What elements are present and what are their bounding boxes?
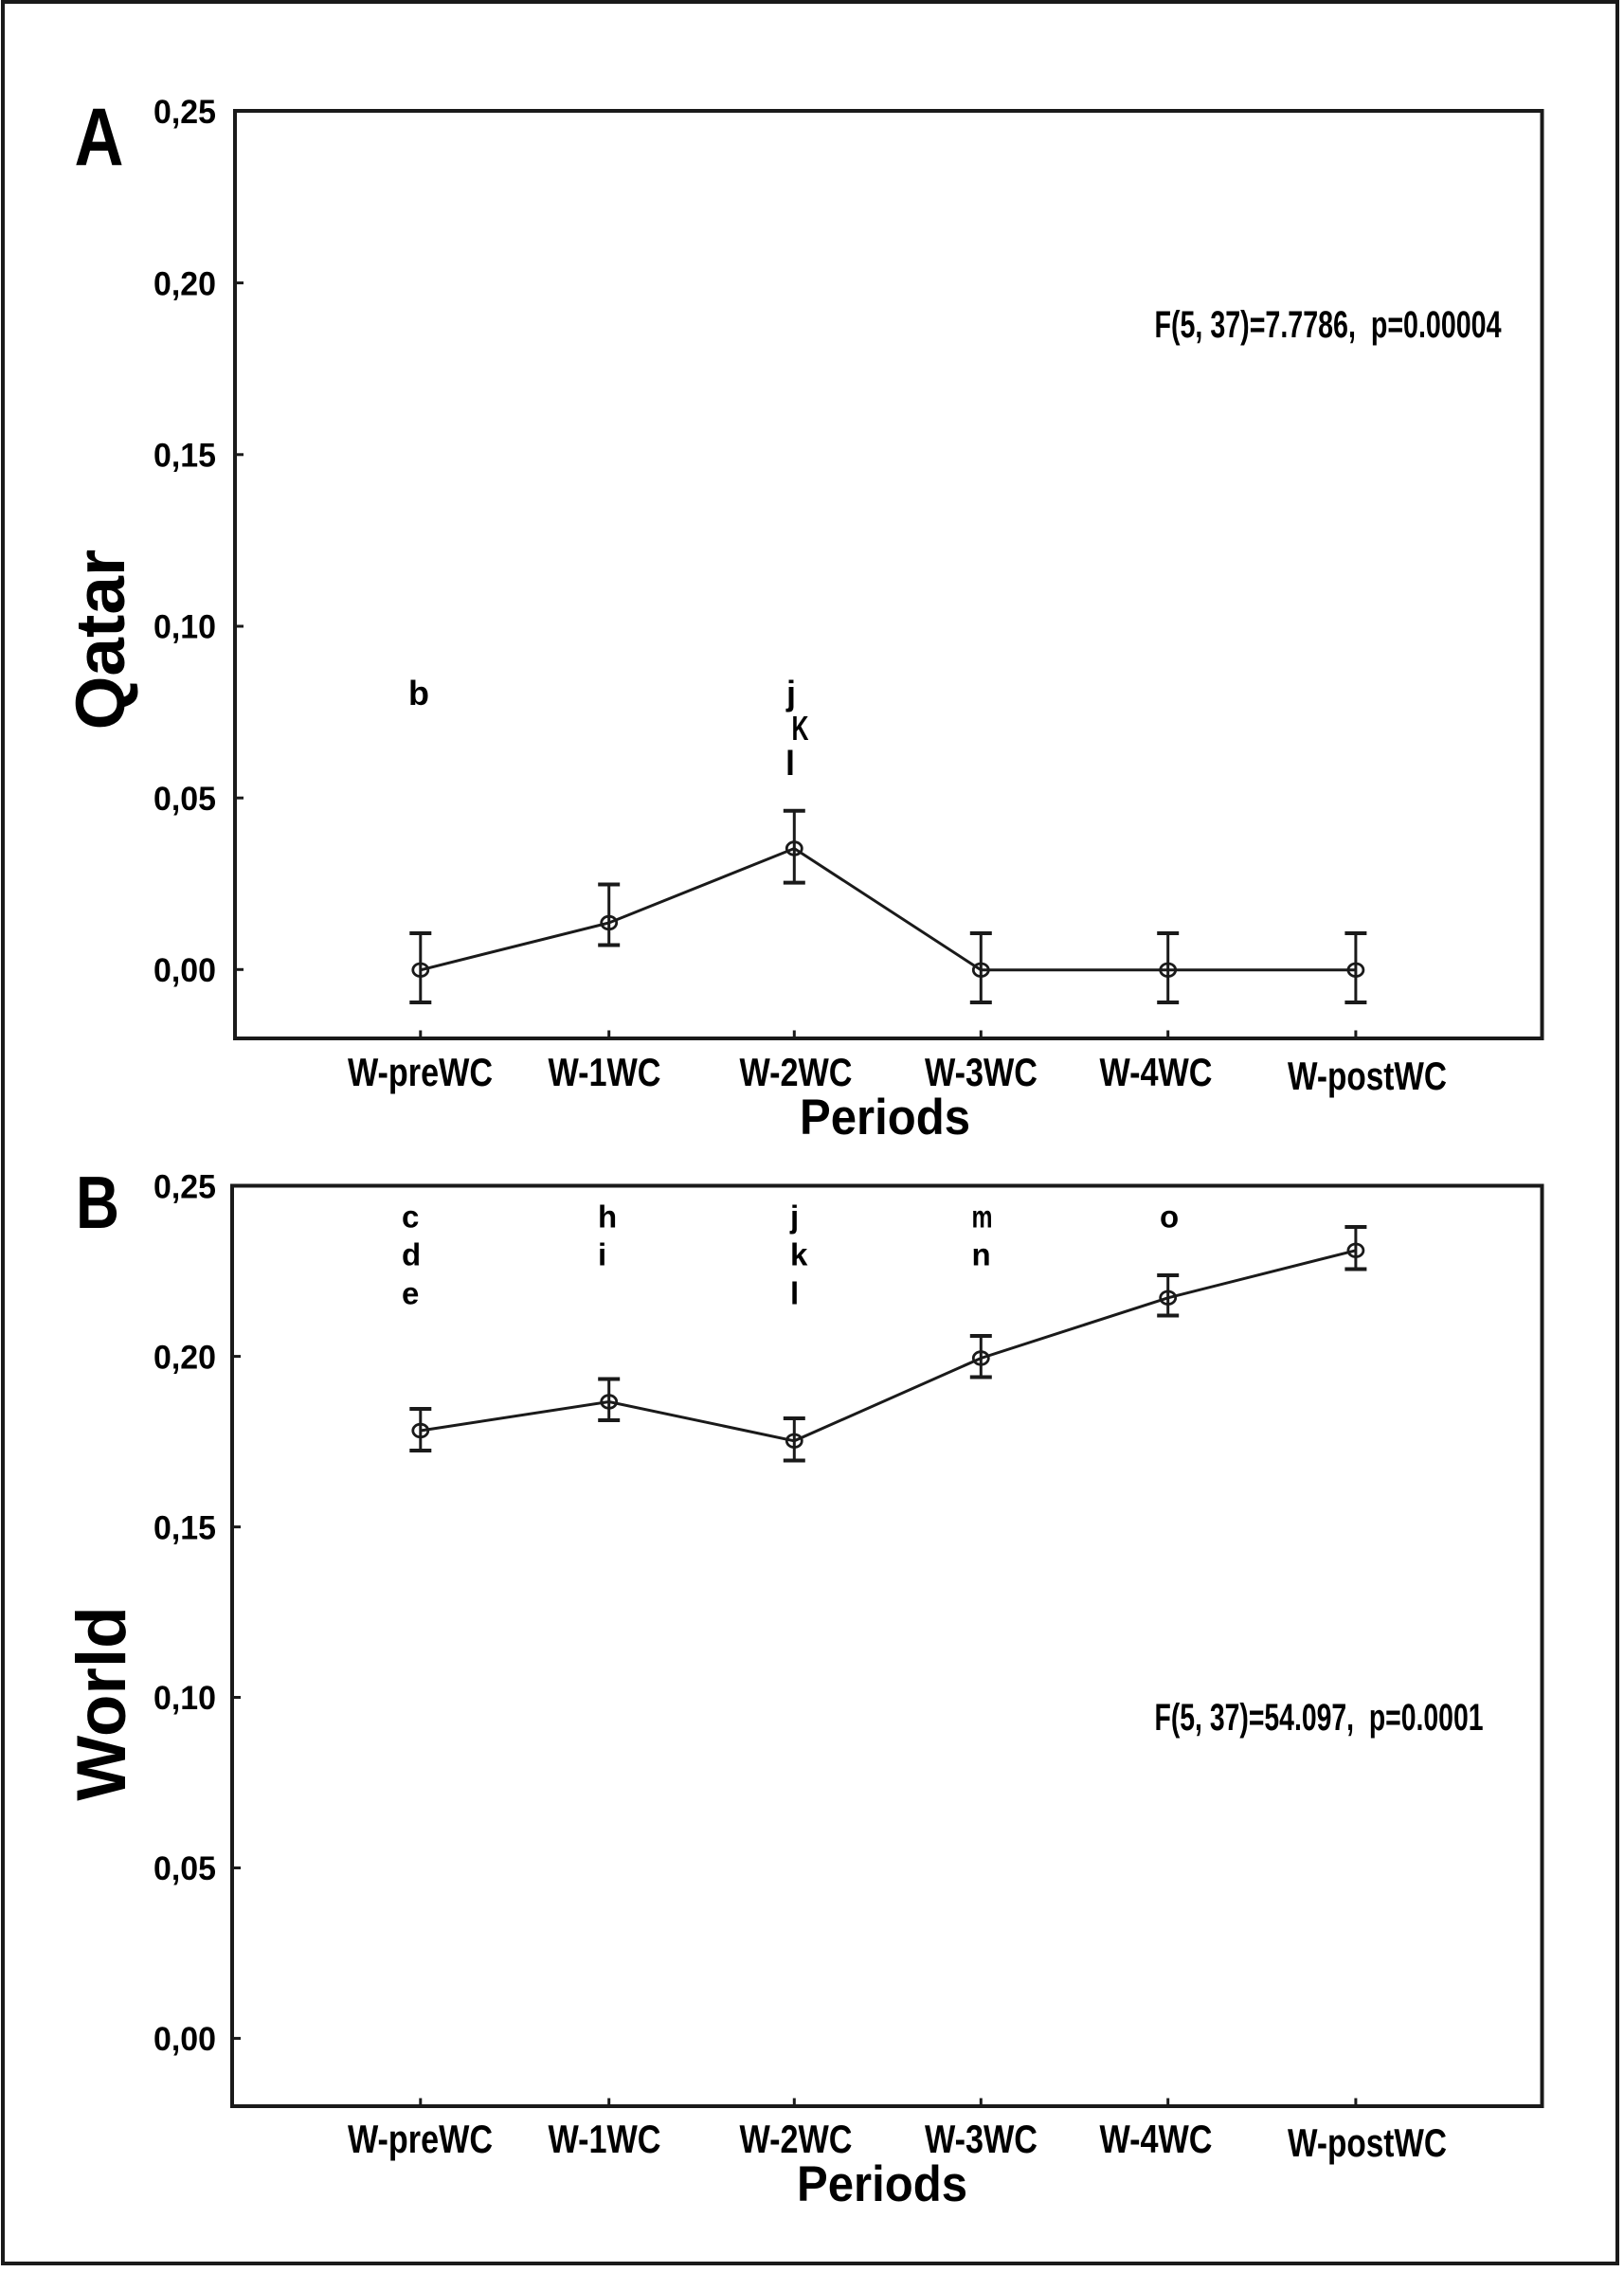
svg-text:W-2WC: W-2WC [740, 1050, 853, 1094]
svg-text:W-1WC: W-1WC [549, 1050, 661, 1094]
svg-text:W-postWC: W-postWC [1288, 2120, 1447, 2165]
svg-text:i: i [598, 1237, 606, 1272]
svg-text:0,25: 0,25 [153, 1168, 216, 1205]
svg-text:j: j [789, 1199, 799, 1235]
svg-text:0,20: 0,20 [153, 265, 216, 302]
svg-text:0,10: 0,10 [153, 1680, 216, 1717]
svg-text:k: k [790, 1237, 808, 1272]
svg-text:0,15: 0,15 [153, 438, 216, 475]
svg-text:0,00: 0,00 [153, 952, 216, 989]
svg-text:j: j [785, 674, 796, 712]
svg-text:K: K [792, 709, 809, 748]
svg-text:F(5, 37)=7.7786, p=0.00004: F(5, 37)=7.7786, p=0.00004 [1155, 304, 1503, 346]
svg-text:h: h [598, 1199, 617, 1235]
svg-text:0,05: 0,05 [153, 1850, 216, 1887]
svg-text:0,00: 0,00 [153, 2021, 216, 2058]
svg-text:A: A [75, 92, 124, 183]
svg-text:W-4WC: W-4WC [1100, 2117, 1213, 2161]
svg-text:W-3WC: W-3WC [925, 2117, 1038, 2161]
svg-text:Periods: Periods [797, 2156, 967, 2212]
svg-text:W-preWC: W-preWC [348, 2117, 493, 2161]
svg-text:e: e [402, 1275, 419, 1310]
svg-text:Periods: Periods [800, 1090, 970, 1145]
svg-text:0,10: 0,10 [153, 609, 216, 646]
svg-text:World: World [63, 1606, 140, 1800]
svg-text:B: B [76, 1161, 119, 1244]
svg-text:0,15: 0,15 [153, 1509, 216, 1546]
svg-text:0,20: 0,20 [153, 1339, 216, 1376]
svg-text:n: n [972, 1237, 991, 1272]
svg-text:W-postWC: W-postWC [1288, 1054, 1447, 1098]
svg-text:c: c [402, 1199, 419, 1235]
svg-text:W-1WC: W-1WC [549, 2117, 661, 2161]
svg-text:W-2WC: W-2WC [740, 2117, 853, 2161]
svg-text:l: l [785, 744, 795, 783]
svg-text:Qatar: Qatar [63, 550, 139, 730]
svg-text:F(5, 37)=54.097, p=0.0001: F(5, 37)=54.097, p=0.0001 [1155, 1697, 1484, 1739]
svg-text:l: l [790, 1275, 799, 1310]
svg-text:0,05: 0,05 [153, 781, 216, 818]
svg-text:o: o [1160, 1199, 1179, 1235]
svg-text:d: d [402, 1237, 421, 1272]
svg-text:W-4WC: W-4WC [1100, 1050, 1213, 1094]
svg-text:m: m [972, 1199, 993, 1235]
svg-text:W-preWC: W-preWC [348, 1050, 493, 1094]
svg-text:0,25: 0,25 [153, 94, 216, 131]
svg-text:W-3WC: W-3WC [925, 1050, 1038, 1094]
svg-text:b: b [408, 674, 429, 712]
